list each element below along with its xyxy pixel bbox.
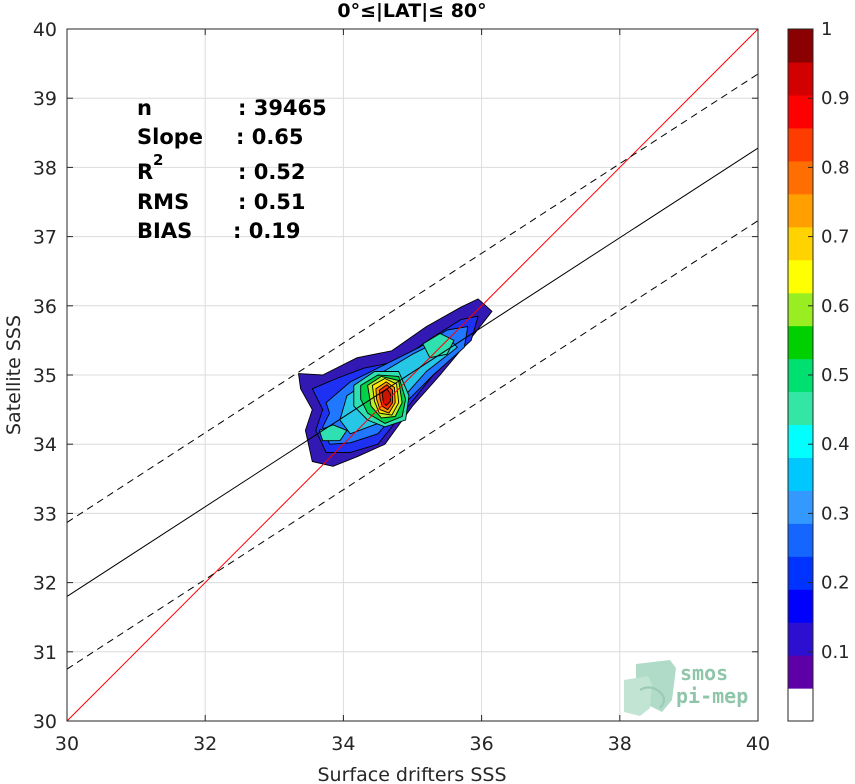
colorbar-tick-label: 0.6 (821, 296, 850, 317)
colorbar-swatch (788, 457, 813, 491)
colorbar-swatch (788, 259, 813, 294)
x-tick-label: 36 (470, 733, 494, 755)
colorbar-tick-label: 0.9 (821, 88, 850, 109)
colorbar-swatch (788, 589, 813, 623)
stat-r2-label: R (137, 160, 153, 184)
stat-rms-label: RMS (137, 190, 189, 214)
y-tick-label: 39 (33, 88, 57, 110)
x-tick-label: 40 (746, 733, 770, 755)
stat-slope-value: : 0.65 (236, 125, 304, 149)
y-tick-label: 30 (33, 711, 57, 733)
y-axis-ticks: 30 31 32 33 34 35 36 37 38 39 40 (33, 19, 758, 733)
reference-lines (66, 28, 759, 722)
x-tick-label: 30 (55, 733, 79, 755)
x-tick-label: 32 (193, 733, 217, 755)
stat-n-label: n (137, 96, 152, 120)
stat-r2-sup: 2 (153, 151, 163, 169)
regression-lower-line (66, 220, 759, 670)
colorbar-swatch (788, 490, 813, 524)
logo-text-smos: smos (680, 661, 728, 685)
logo-text-pimep: pi-mep (676, 684, 748, 708)
colorbar-swatch (788, 325, 813, 360)
colorbar-swatch (788, 622, 813, 656)
colorbar-tick-label: 1 (821, 19, 832, 40)
colorbar-swatch (788, 160, 813, 195)
regression-line (66, 147, 759, 597)
y-tick-label: 37 (33, 227, 57, 249)
colorbar-swatch (788, 655, 813, 689)
regression-upper-line (66, 73, 759, 523)
x-tick-label: 38 (608, 733, 632, 755)
y-tick-label: 38 (33, 157, 57, 179)
stat-bias-value: : 0.19 (233, 219, 301, 243)
logo-mark-icon (624, 660, 676, 716)
colorbar-swatch (788, 556, 813, 590)
y-tick-label: 34 (33, 434, 57, 456)
y-tick-label: 32 (33, 573, 57, 595)
identity-line (66, 28, 759, 722)
stat-n-value: : 39465 (238, 96, 327, 120)
colorbar-swatch (788, 523, 813, 557)
stat-bias-label: BIAS (137, 219, 192, 243)
colorbar-swatch (788, 292, 813, 327)
colorbar-ticks: 0.1 0.2 0.3 0.4 0.5 0.6 0.7 0.8 0.9 1 (808, 19, 850, 663)
colorbar-swatch (788, 226, 813, 261)
colorbar-swatch (788, 193, 813, 228)
x-axis-ticks: 30 32 34 36 38 40 (55, 29, 770, 755)
stat-slope-label: Slope (137, 125, 203, 149)
colorbar-tick-label: 0.5 (821, 365, 850, 386)
colorbar-swatch (788, 29, 813, 63)
colorbar-swatch (788, 127, 813, 162)
colorbar-tick-label: 0.7 (821, 227, 850, 248)
colorbar-swatch (788, 424, 813, 458)
y-tick-label: 31 (33, 642, 57, 664)
colorbar-tick-label: 0.3 (821, 503, 850, 524)
colorbar-tick-label: 0.4 (821, 434, 850, 455)
stat-rms-value: : 0.51 (238, 190, 306, 214)
colorbar-tick-label: 0.2 (821, 573, 850, 594)
y-tick-label: 35 (33, 365, 57, 387)
chart-title: 0°≤|LAT|≤ 80° (337, 0, 486, 22)
colorbar-swatch (788, 688, 813, 722)
x-tick-label: 34 (331, 733, 355, 755)
colorbar-swatch (788, 61, 813, 96)
colorbar-swatch (788, 94, 813, 129)
colorbar-swatch (788, 391, 813, 426)
y-tick-label: 40 (33, 19, 57, 41)
y-axis-label: Satellite SSS (3, 315, 25, 435)
y-tick-label: 36 (33, 296, 57, 318)
x-axis-label: Surface drifters SSS (318, 764, 507, 784)
y-tick-label: 33 (33, 503, 57, 525)
colorbar-tick-label: 0.1 (821, 642, 850, 663)
colorbar (788, 29, 813, 722)
stat-r2-value: : 0.52 (238, 160, 306, 184)
stats-box: n : 39465 Slope : 0.65 R 2 : 0.52 RMS : … (137, 96, 327, 243)
colorbar-tick-label: 0.8 (821, 157, 850, 178)
smos-pimep-logo: smos pi-mep (624, 660, 748, 716)
